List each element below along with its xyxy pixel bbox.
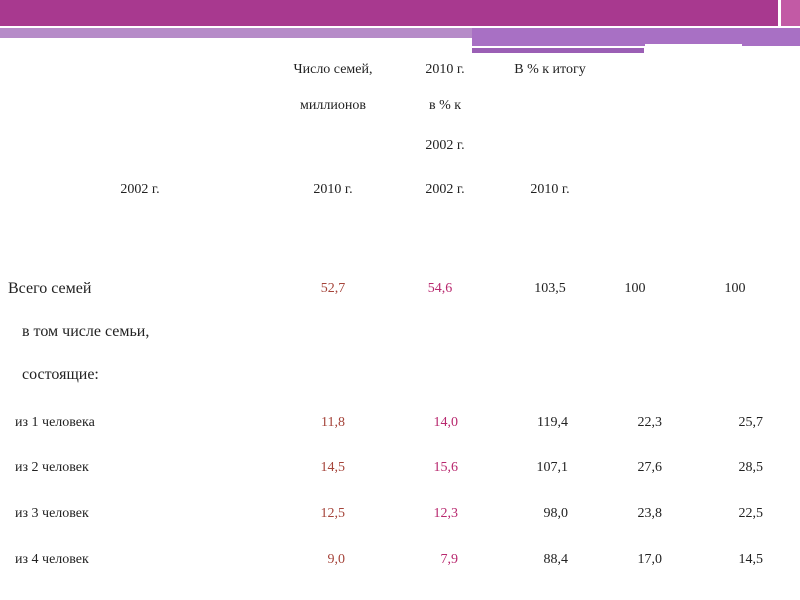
cell-value: 15,6 — [433, 460, 459, 475]
cell-value: 103,5 — [534, 281, 566, 296]
accent-band — [472, 48, 644, 53]
cell-value: 22,3 — [637, 415, 663, 430]
cell-value: 25,7 — [738, 415, 764, 430]
cell-value: 14,5 — [738, 552, 764, 567]
header: в % к — [428, 98, 462, 113]
row-label: из 2 человек — [15, 460, 89, 475]
cell-value: 107,1 — [536, 460, 569, 475]
top-band — [0, 0, 778, 26]
cell-value: 100 — [624, 281, 646, 296]
header: 2010 г. — [313, 182, 353, 197]
header: В % к итогу — [514, 62, 586, 77]
cell-value: 12,5 — [320, 506, 346, 521]
header: 2002 г. — [425, 182, 465, 197]
row-label: в том числе семьи, — [22, 323, 150, 340]
cell-value: 98,0 — [543, 506, 569, 521]
cell-value: 22,5 — [738, 506, 764, 521]
cell-value: 119,4 — [537, 415, 568, 430]
header: миллионов — [300, 98, 366, 113]
cell-value: 17,0 — [637, 552, 663, 567]
accent-band — [0, 28, 472, 38]
header: 2002 г. — [120, 182, 160, 197]
cell-value: 23,8 — [637, 506, 663, 521]
accent-line — [645, 44, 742, 46]
cell-value: 14,5 — [320, 460, 346, 475]
cell-value: 7,9 — [440, 552, 459, 567]
row-label: из 4 человек — [15, 552, 89, 567]
row-label: Всего семей — [8, 280, 92, 297]
cell-value: 54,6 — [427, 281, 453, 296]
accent-band — [472, 28, 800, 46]
cell-value: 28,5 — [738, 460, 764, 475]
cell-value: 100 — [724, 281, 746, 296]
cell-value: 12,3 — [433, 506, 459, 521]
row-label: из 3 человек — [15, 506, 89, 521]
top-band-edge — [781, 0, 800, 26]
row-label: из 1 человека — [15, 415, 95, 430]
cell-value: 14,0 — [433, 415, 459, 430]
cell-value: 88,4 — [543, 552, 569, 567]
cell-value: 27,6 — [637, 460, 663, 475]
row-label: состоящие: — [22, 366, 99, 383]
cell-value: 52,7 — [320, 281, 346, 296]
header: Число семей, — [293, 62, 373, 77]
cell-value: 9,0 — [327, 552, 346, 567]
header: 2010 г. — [530, 182, 570, 197]
header: 2010 г. — [425, 62, 465, 77]
header: 2002 г. — [425, 138, 465, 153]
cell-value: 11,8 — [321, 415, 345, 430]
